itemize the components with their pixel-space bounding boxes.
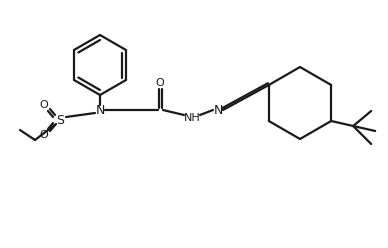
Text: O: O: [40, 130, 48, 140]
Text: O: O: [156, 78, 165, 88]
Text: N: N: [213, 103, 223, 117]
Text: NH: NH: [184, 113, 200, 123]
Text: O: O: [40, 100, 48, 110]
Text: N: N: [95, 103, 105, 117]
Text: S: S: [56, 114, 64, 126]
